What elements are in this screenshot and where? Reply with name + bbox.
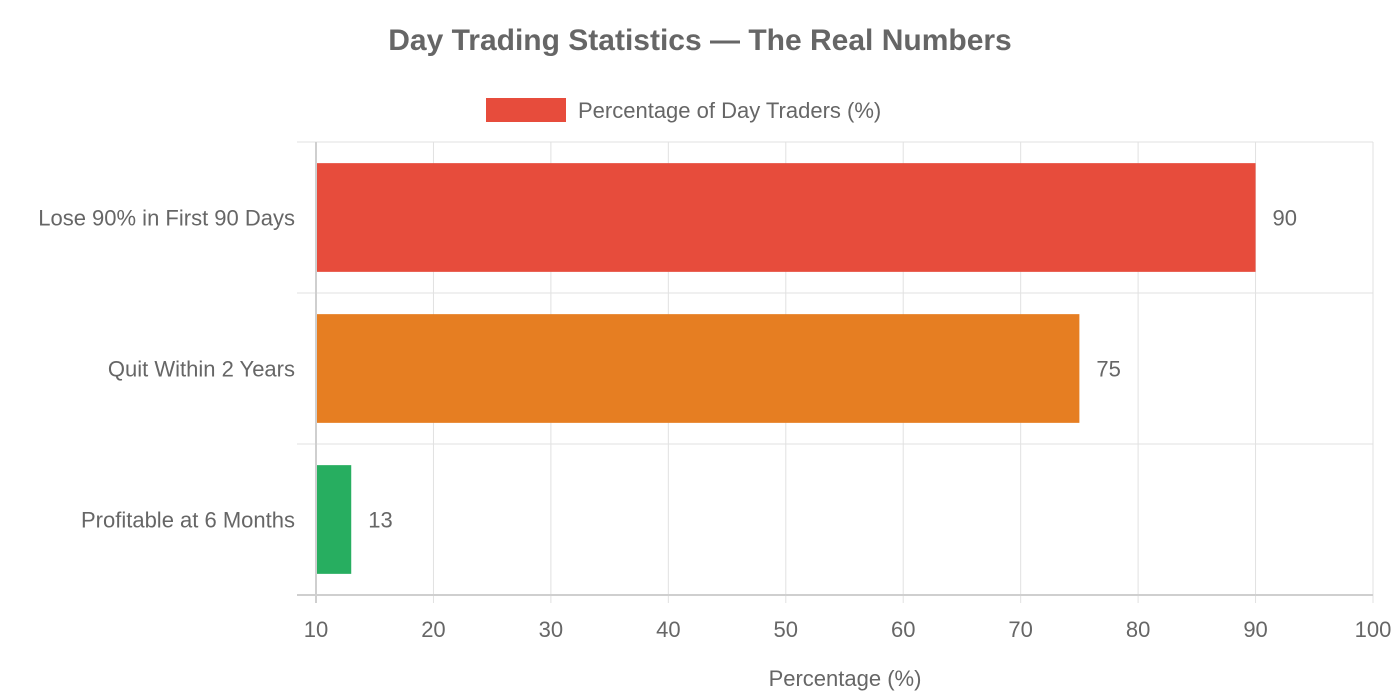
x-tick-label: 40 — [656, 617, 680, 642]
labels-layer: 90 Lose 90% in First 90 Days 75 Quit Within… — [38, 206, 1297, 533]
data-label: 90 — [1273, 206, 1297, 231]
x-axis-title: Percentage (%) — [769, 666, 922, 691]
bar[interactable] — [316, 163, 1256, 272]
chart-title: Day Trading Statistics — The Real Number… — [388, 24, 1012, 57]
x-tick-label: 30 — [539, 617, 563, 642]
bars-layer — [316, 163, 1256, 574]
bar[interactable] — [316, 465, 352, 574]
axis-layer: 10 20 30 40 50 60 70 80 90 100 — [297, 142, 1391, 642]
data-label: 75 — [1096, 357, 1120, 382]
category-label: Quit Within 2 Years — [108, 357, 295, 382]
x-tick-label: 80 — [1126, 617, 1150, 642]
category-label: Profitable at 6 Months — [81, 508, 295, 533]
x-tick-label: 50 — [774, 617, 798, 642]
bar[interactable] — [316, 314, 1080, 423]
x-tick-label: 100 — [1355, 617, 1392, 642]
x-tick-label: 60 — [891, 617, 915, 642]
x-tick-label: 70 — [1008, 617, 1032, 642]
legend-label: Percentage of Day Traders (%) — [578, 98, 881, 123]
x-tick-label: 90 — [1243, 617, 1267, 642]
category-label: Lose 90% in First 90 Days — [38, 206, 295, 231]
x-tick-label: 10 — [304, 617, 328, 642]
data-label: 13 — [368, 508, 392, 533]
legend[interactable]: Percentage of Day Traders (%) — [486, 98, 881, 123]
x-tick-label: 20 — [421, 617, 445, 642]
legend-swatch — [486, 98, 566, 122]
